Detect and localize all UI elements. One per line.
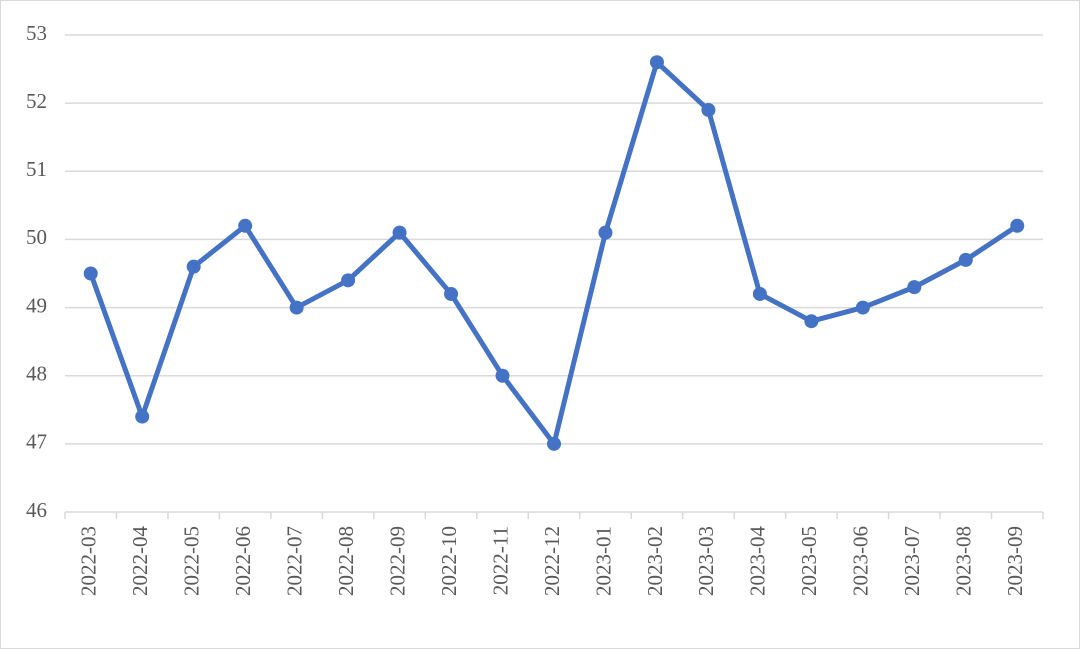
- y-tick-label: 52: [26, 89, 47, 113]
- data-point: [649, 55, 664, 70]
- x-tick-label: 2022-08: [334, 526, 358, 596]
- x-tick-label: 2023-04: [746, 526, 770, 596]
- data-point: [547, 436, 561, 451]
- y-tick-label: 50: [26, 225, 47, 249]
- data-point: [1010, 218, 1025, 233]
- x-tick-label: 2022-09: [385, 526, 409, 596]
- x-tick-label: 2023-01: [591, 526, 615, 596]
- x-tick-label: 2022-06: [231, 526, 255, 596]
- y-tick-label: 48: [26, 362, 47, 386]
- data-point: [958, 252, 973, 267]
- x-tick-label: 2023-05: [797, 526, 821, 596]
- x-tick-label: 2022-04: [128, 526, 152, 596]
- data-point: [907, 280, 922, 295]
- x-tick-label: 2022-03: [77, 526, 101, 596]
- y-tick-label: 46: [26, 498, 47, 522]
- data-point: [752, 286, 767, 301]
- x-tick-label: 2023-03: [694, 526, 718, 596]
- data-point: [238, 218, 253, 233]
- x-tick-label: 2023-02: [643, 526, 667, 596]
- x-tick-label: 2023-08: [952, 526, 976, 596]
- data-point: [598, 225, 613, 240]
- y-tick-label: 51: [26, 157, 47, 181]
- y-tick-label: 53: [26, 21, 47, 45]
- data-point: [701, 102, 716, 117]
- data-point: [804, 314, 819, 329]
- x-tick-label: 2022-05: [179, 526, 203, 596]
- x-tick-label: 2023-06: [849, 526, 873, 596]
- x-tick-label: 2023-09: [1003, 526, 1027, 596]
- data-point: [135, 409, 150, 424]
- data-point: [186, 259, 201, 274]
- data-point: [83, 266, 98, 281]
- data-point: [341, 273, 356, 288]
- data-point: [444, 286, 459, 301]
- x-tick-label: 2022-10: [437, 526, 461, 596]
- data-point: [495, 368, 510, 383]
- data-point: [855, 300, 870, 315]
- data-point: [392, 225, 407, 240]
- x-tick-label: 2022-11: [488, 526, 512, 595]
- x-tick-label: 2023-07: [900, 526, 924, 596]
- y-tick-label: 49: [26, 293, 47, 317]
- data-point: [289, 300, 304, 315]
- y-tick-label: 47: [26, 430, 47, 454]
- x-tick-label: 2022-07: [282, 526, 306, 596]
- x-tick-label: 2022-12: [540, 526, 564, 596]
